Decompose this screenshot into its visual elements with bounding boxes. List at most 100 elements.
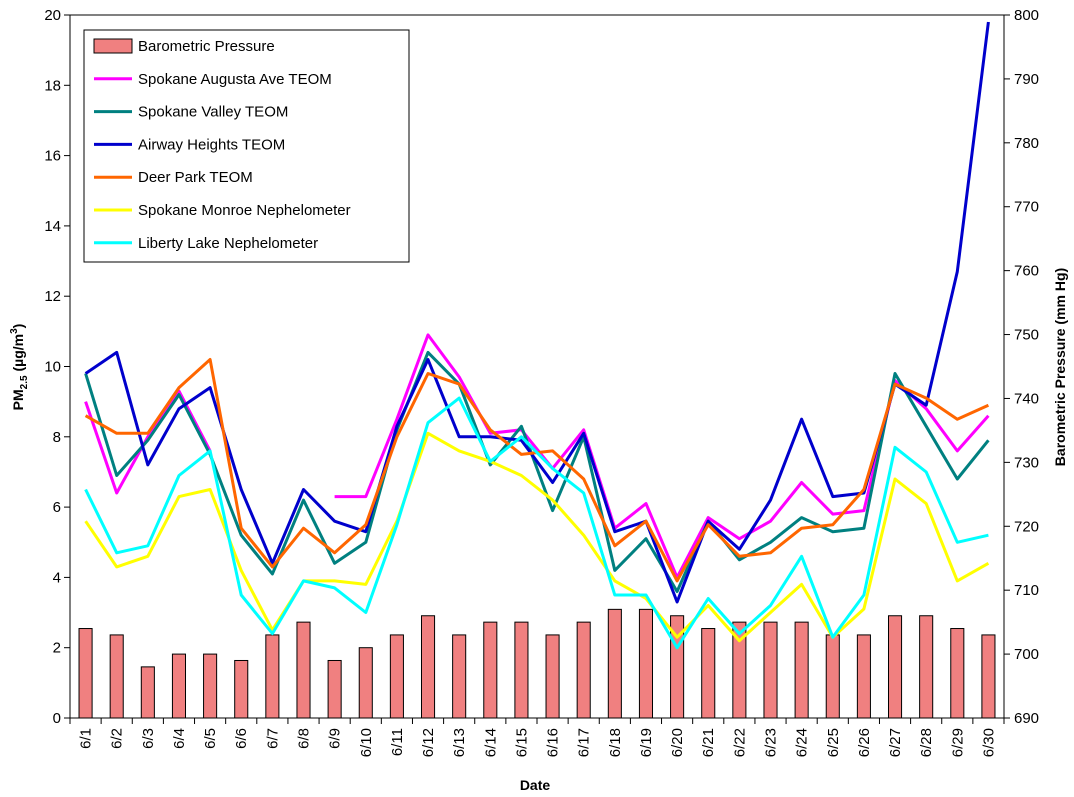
bar-barometric-pressure	[732, 621, 747, 719]
x-tick-label: 6/4	[171, 728, 188, 749]
bar-barometric-pressure	[389, 634, 404, 719]
right-y-axis-title: Barometric Pressure (mm Hg)	[1052, 268, 1068, 466]
legend-label-2: Airway Heights TEOM	[138, 136, 285, 153]
right-y-tick-label: 790	[1014, 71, 1039, 88]
x-axis: 6/1 6/2 6/3 6/4 6/5 6/6 6/7 6/8 6/9 6/10 6/11 6/12 6…	[69, 718, 1005, 757]
x-tick-label: 6/17	[576, 728, 593, 757]
bar-barometric-pressure	[514, 621, 529, 719]
x-tick-label: 6/7	[264, 728, 281, 749]
right-y-axis: 690 700 710 720 730 740 750 760 770 780 790 800	[1004, 7, 1039, 727]
bar-barometric-pressure	[171, 653, 187, 719]
right-y-tick-label: 730	[1014, 454, 1039, 471]
bar-barometric-pressure	[763, 621, 778, 719]
legend-label-4: Spokane Monroe Nephelometer	[138, 202, 351, 219]
left-y-tick-label: 20	[44, 7, 61, 24]
x-tick-label: 6/23	[763, 728, 780, 757]
x-tick-label: 6/16	[545, 728, 562, 757]
x-tick-label: 6/30	[980, 728, 997, 757]
x-tick-label: 6/26	[856, 728, 873, 757]
legend-swatch-barometric-pressure	[93, 38, 133, 54]
right-y-tick-label: 700	[1014, 646, 1039, 663]
right-y-tick-label: 690	[1014, 710, 1039, 727]
bar-barometric-pressure	[981, 634, 996, 719]
x-tick-label: 6/12	[420, 728, 437, 757]
right-y-tick-label: 720	[1014, 518, 1039, 535]
bar-barometric-pressure	[265, 634, 280, 719]
x-tick-label: 6/19	[638, 728, 655, 757]
x-tick-label: 6/1	[78, 728, 95, 749]
legend-label-barometric-pressure: Barometric Pressure	[138, 38, 275, 55]
left-y-tick-label: 0	[53, 710, 61, 727]
x-tick-label: 6/21	[700, 728, 717, 757]
bar-barometric-pressure	[203, 653, 218, 719]
bar-barometric-pressure	[638, 608, 654, 719]
bar-barometric-pressure	[576, 621, 591, 719]
left-y-tick-label: 4	[53, 569, 61, 586]
bar-barometric-pressure	[483, 621, 498, 719]
x-tick-label: 6/13	[451, 728, 468, 757]
right-y-tick-label: 750	[1014, 327, 1039, 344]
legend-label-1: Spokane Valley TEOM	[138, 104, 288, 121]
bar-barometric-pressure	[919, 615, 934, 719]
left-y-axis-title-rest: (µg/m	[10, 334, 26, 376]
bar-barometric-pressure	[607, 608, 622, 719]
left-y-axis-title: PM2.5 (µg/m3)	[9, 324, 30, 411]
x-tick-label: 6/24	[794, 728, 811, 757]
x-tick-label: 6/3	[140, 728, 157, 749]
left-y-tick-label: 8	[53, 429, 61, 446]
legend-items: Barometric Pressure Spokane Augusta Ave T…	[93, 38, 351, 252]
left-y-tick-label: 12	[44, 288, 61, 305]
left-y-tick-label: 18	[44, 77, 61, 94]
left-y-tick-label: 2	[53, 640, 61, 657]
left-y-tick-label: 10	[44, 359, 61, 376]
x-tick-label: 6/14	[482, 728, 499, 757]
left-y-axis-title-sub: 2.5	[19, 375, 30, 389]
left-y-tick-label: 16	[44, 148, 61, 165]
series-line-1	[84, 350, 990, 593]
bar-barometric-pressure	[950, 628, 965, 719]
bar-barometric-pressure	[856, 634, 871, 719]
bar-barometric-pressure	[358, 647, 373, 719]
bar-barometric-pressure	[825, 634, 840, 719]
legend: Barometric Pressure Spokane Augusta Ave T…	[83, 29, 410, 263]
x-tick-label: 6/15	[513, 728, 530, 757]
right-y-tick-label: 760	[1014, 263, 1039, 280]
x-axis-title: Date	[520, 777, 551, 793]
legend-label-5: Liberty Lake Nephelometer	[138, 235, 318, 252]
x-tick-label: 6/9	[327, 728, 344, 749]
x-tick-label: 6/20	[669, 728, 686, 757]
legend-label-0: Spokane Augusta Ave TEOM	[138, 71, 332, 88]
x-tick-label: 6/25	[825, 728, 842, 757]
left-y-tick-label: 14	[44, 218, 61, 235]
bar-barometric-pressure	[296, 621, 311, 719]
x-tick-label: 6/10	[358, 728, 375, 757]
left-y-axis: 0 2 4 6 8 10 12 14 16 18 20	[44, 7, 70, 727]
bar-barometric-pressure	[420, 615, 436, 719]
x-tick-label: 6/11	[389, 728, 406, 756]
right-y-tick-label: 740	[1014, 390, 1039, 407]
series-line-5	[84, 396, 989, 650]
bar-barometric-pressure	[794, 621, 809, 719]
bar-barometric-pressure	[701, 628, 716, 719]
right-y-tick-label: 770	[1014, 199, 1039, 216]
x-tick-label: 6/8	[296, 728, 313, 749]
bar-barometric-pressure	[78, 628, 93, 719]
bar-barometric-pressure	[327, 659, 342, 719]
right-y-tick-label: 780	[1014, 135, 1039, 152]
left-y-axis-title-end: )	[10, 324, 26, 329]
bar-barometric-pressure	[140, 666, 155, 719]
x-tick-label: 6/6	[233, 728, 250, 749]
bar-barometric-pressure	[234, 659, 249, 719]
x-tick-label: 6/22	[731, 728, 748, 757]
x-tick-label: 6/18	[607, 728, 624, 757]
x-tick-label: 6/29	[949, 728, 966, 757]
x-tick-label: 6/2	[109, 728, 126, 749]
x-tick-label: 6/28	[918, 728, 935, 757]
bar-barometric-pressure	[545, 634, 560, 719]
right-y-tick-label: 800	[1014, 7, 1039, 24]
bar-barometric-pressure	[452, 634, 467, 719]
bar-barometric-pressure	[887, 615, 903, 719]
left-y-axis-title-sup: 3	[9, 328, 20, 334]
bar-barometric-pressure	[109, 634, 124, 719]
